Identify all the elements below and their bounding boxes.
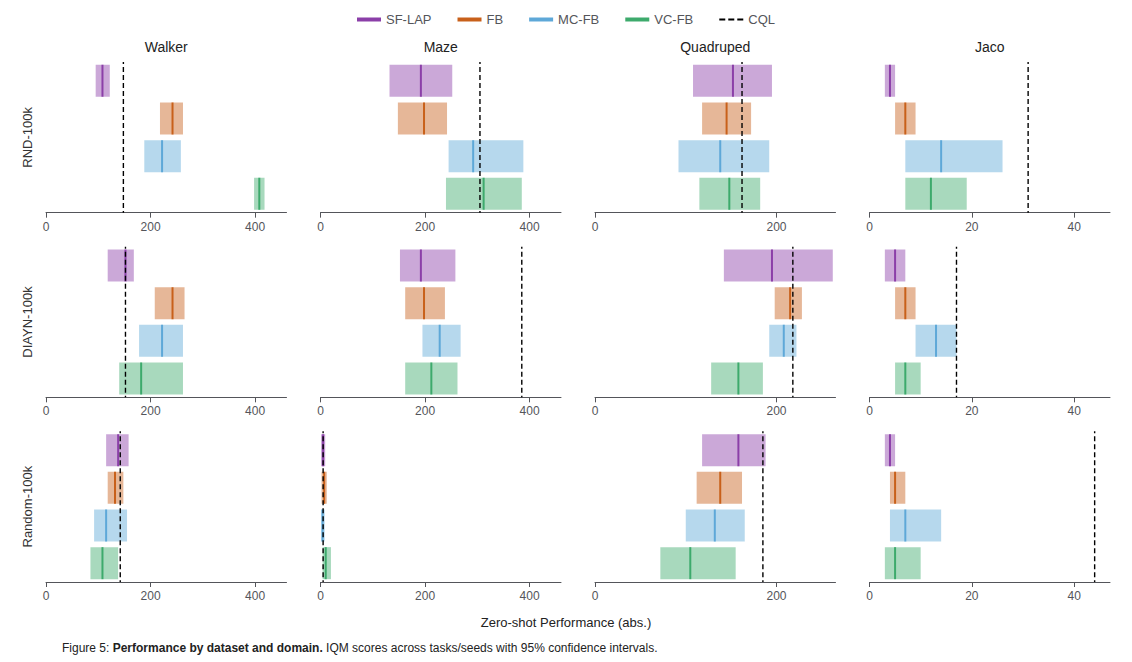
svg-text:400: 400 [245,220,265,234]
svg-text:200: 200 [766,404,786,418]
svg-text:0: 0 [866,404,873,418]
svg-text:Performance by dataset and dom: Performance by dataset and domain. [113,641,323,655]
svg-text:400: 400 [245,404,265,418]
svg-text:Maze: Maze [424,39,458,55]
svg-text:200: 200 [766,589,786,603]
svg-text:Random-100k: Random-100k [20,465,35,547]
svg-text:Figure 5:: Figure 5: [62,641,113,655]
svg-text:0: 0 [317,589,324,603]
svg-text:40: 40 [1068,589,1082,603]
svg-text:0: 0 [592,404,599,418]
svg-text:400: 400 [520,404,540,418]
svg-text:40: 40 [1068,220,1082,234]
svg-text:400: 400 [520,589,540,603]
svg-text:0: 0 [592,589,599,603]
svg-text:MC-FB: MC-FB [558,12,599,27]
svg-text:200: 200 [415,589,435,603]
svg-text:40: 40 [1068,404,1082,418]
svg-text:0: 0 [43,404,50,418]
svg-text:0: 0 [317,220,324,234]
svg-text:Walker: Walker [145,39,188,55]
svg-text:VC-FB: VC-FB [654,12,693,27]
svg-text:DIAYN-100k: DIAYN-100k [20,286,35,358]
svg-text:0: 0 [317,404,324,418]
svg-text:200: 200 [141,404,161,418]
svg-text:IQM scores across tasks/seeds: IQM scores across tasks/seeds with 95% c… [323,641,658,655]
svg-text:Jaco: Jaco [975,39,1005,55]
svg-text:200: 200 [141,589,161,603]
svg-text:0: 0 [866,589,873,603]
svg-text:RND-100k: RND-100k [20,106,35,167]
svg-text:20: 20 [965,404,979,418]
svg-text:0: 0 [43,589,50,603]
svg-text:20: 20 [965,589,979,603]
svg-text:SF-LAP: SF-LAP [386,12,432,27]
svg-text:200: 200 [766,220,786,234]
svg-text:0: 0 [592,220,599,234]
svg-text:400: 400 [520,220,540,234]
svg-text:0: 0 [866,220,873,234]
svg-text:200: 200 [141,220,161,234]
svg-text:200: 200 [415,404,435,418]
svg-text:FB: FB [487,12,504,27]
svg-text:400: 400 [245,589,265,603]
svg-text:Quadruped: Quadruped [680,39,750,55]
svg-text:0: 0 [43,220,50,234]
svg-text:Zero-shot Performance (abs.): Zero-shot Performance (abs.) [481,615,652,630]
svg-text:200: 200 [415,220,435,234]
svg-text:CQL: CQL [748,12,775,27]
svg-text:20: 20 [965,220,979,234]
